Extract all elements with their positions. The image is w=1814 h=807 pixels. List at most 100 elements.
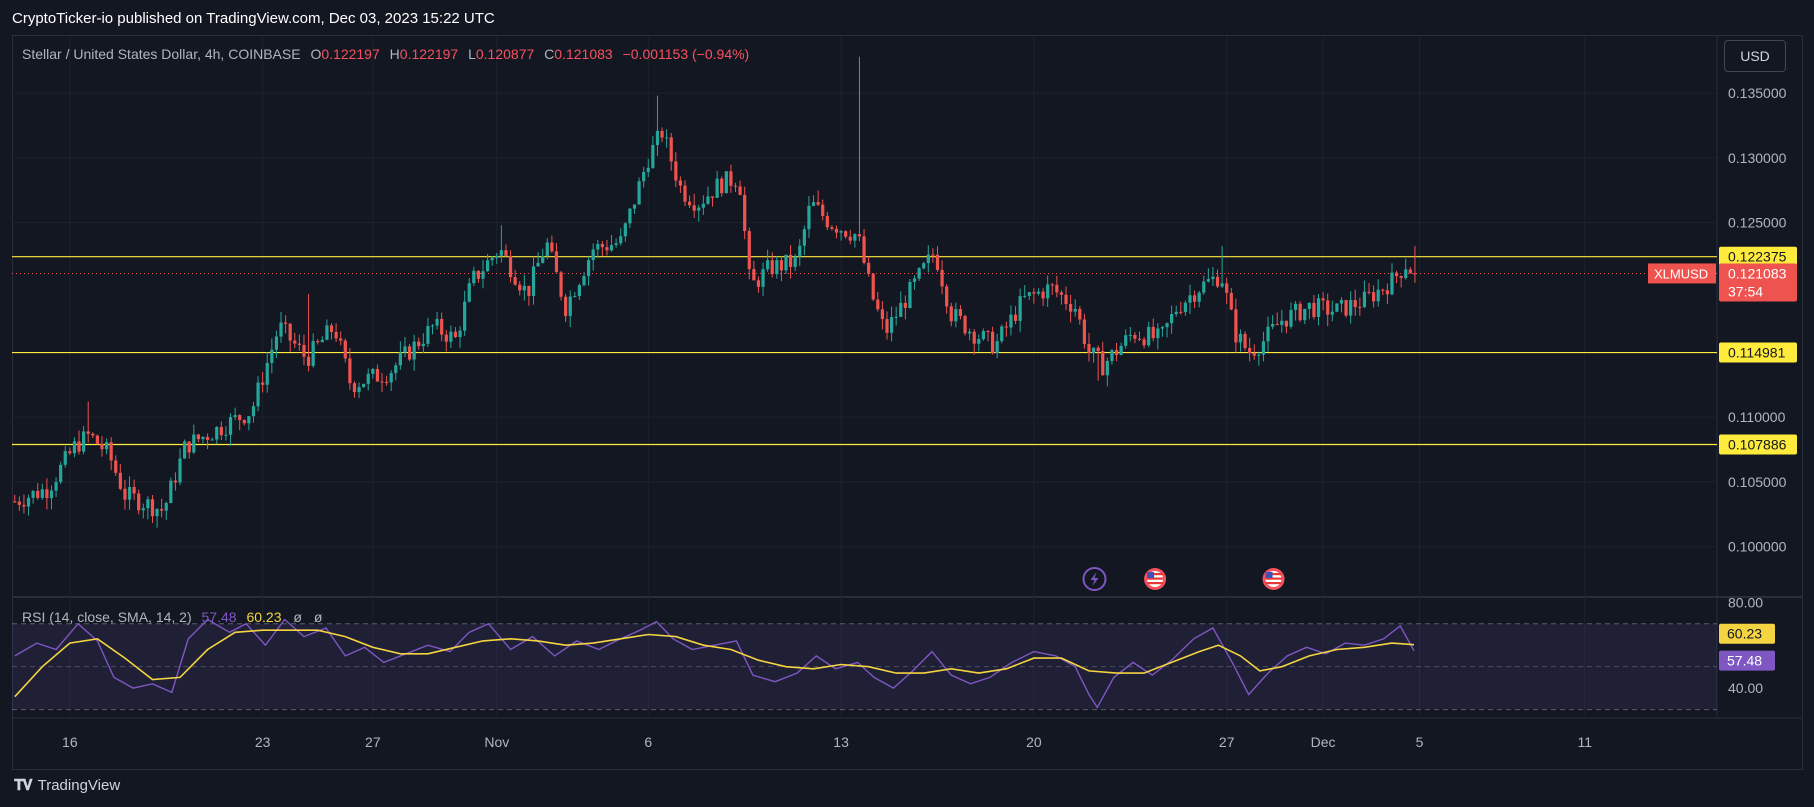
currency-button[interactable]: USD [1724, 40, 1786, 72]
candle [160, 498, 164, 518]
candle-body [339, 338, 343, 341]
candle-body [1142, 339, 1146, 346]
candle [1284, 320, 1288, 334]
candle [761, 262, 765, 296]
candle [582, 272, 586, 287]
candle [499, 225, 503, 263]
candle [380, 372, 384, 392]
candle-body [205, 436, 210, 440]
candle [362, 383, 366, 388]
candle [926, 245, 930, 273]
candle [357, 382, 361, 399]
candle-body [1372, 292, 1376, 302]
candle-body [114, 460, 118, 473]
candle [871, 273, 875, 301]
candle [981, 328, 986, 341]
candle [518, 281, 522, 296]
candle [95, 434, 99, 445]
candle [1082, 313, 1087, 349]
candle-body [1087, 343, 1091, 353]
candle [123, 479, 127, 510]
candle [375, 364, 380, 382]
us-flag-icon-stripe [1265, 573, 1282, 576]
us-flag-icon-stripe [1147, 582, 1164, 585]
candle [1027, 291, 1031, 300]
tradingview-logo[interactable]: 𝐓𝐕 TradingView [14, 777, 120, 794]
level-label: 0.122375 [1728, 249, 1787, 265]
candle [449, 325, 453, 348]
candle [605, 239, 609, 256]
candle-body [788, 254, 793, 267]
candle-body [646, 167, 650, 172]
candle [270, 338, 274, 374]
candle-body [1128, 334, 1132, 336]
candle [1248, 337, 1252, 362]
high-label: H [389, 46, 400, 62]
candle-body [995, 341, 999, 354]
candle [210, 437, 214, 441]
candle [426, 317, 430, 348]
candle-body [256, 382, 260, 407]
candle [288, 322, 292, 352]
candle [13, 494, 17, 503]
candle [642, 166, 646, 188]
candle [848, 229, 852, 245]
candle-body [821, 204, 825, 216]
candle-body [669, 137, 673, 162]
candle-body [1234, 309, 1238, 343]
candle [867, 256, 871, 277]
candle-body [981, 331, 986, 340]
candle [564, 293, 568, 322]
candle [977, 334, 981, 352]
candle-body [871, 273, 875, 300]
time-tick-label: 27 [365, 734, 381, 750]
candle [743, 186, 747, 240]
candle-body [839, 231, 843, 233]
candle [1234, 298, 1238, 353]
candle-body [1160, 327, 1165, 329]
candle [63, 446, 67, 468]
candle [334, 323, 338, 342]
candle [628, 207, 632, 228]
candle [183, 439, 187, 459]
candle [1114, 342, 1119, 362]
candle [756, 276, 761, 293]
level-label: 0.107886 [1728, 437, 1787, 453]
candle [1174, 305, 1178, 317]
candle [687, 195, 692, 209]
candle [972, 329, 976, 355]
candle [968, 328, 972, 341]
candle-body [183, 441, 187, 459]
candle [100, 436, 104, 457]
rsi-value: 57.48 [201, 609, 237, 625]
candle-body [398, 352, 402, 366]
candle-body [421, 343, 425, 347]
candle [655, 95, 660, 156]
candle-body [1091, 347, 1096, 353]
candle [485, 253, 490, 272]
candle [1367, 283, 1371, 295]
candle [1339, 297, 1344, 313]
candle-body [123, 488, 127, 500]
candle [591, 243, 595, 271]
candle-body [1069, 304, 1073, 312]
lightning-icon [1082, 567, 1107, 591]
candle-body [1271, 324, 1275, 327]
candle [31, 490, 35, 504]
rsi-sma-value: 60.23 [246, 609, 282, 625]
candle-body [954, 309, 958, 322]
rsi-sma-line [14, 629, 1415, 698]
candle-body [591, 249, 595, 261]
candle-body [1137, 338, 1142, 340]
candle-body [293, 340, 297, 344]
candle [86, 401, 90, 443]
rsi-line [14, 618, 1415, 709]
candle [513, 269, 517, 286]
candle-body [949, 306, 953, 322]
us-flag-icon-stripe [1147, 577, 1164, 580]
candle [1041, 288, 1045, 306]
candle-body [380, 381, 384, 383]
candle-body [1252, 353, 1256, 356]
candle-body [853, 234, 857, 241]
